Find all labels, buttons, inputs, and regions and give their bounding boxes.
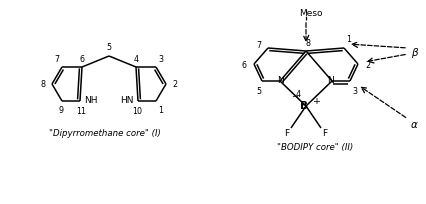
Text: 6: 6: [79, 54, 84, 63]
Text: "BODIPY core" (II): "BODIPY core" (II): [276, 143, 352, 152]
Text: α: α: [410, 119, 417, 129]
Text: "Dipyrromethane core" (I): "Dipyrromethane core" (I): [49, 128, 161, 137]
Text: N: N: [327, 76, 334, 85]
Text: 10: 10: [132, 107, 142, 116]
Text: 2: 2: [365, 60, 370, 69]
Text: 8: 8: [305, 38, 310, 47]
Text: HN: HN: [120, 96, 134, 105]
Text: 4: 4: [295, 90, 300, 99]
Text: 8: 8: [40, 80, 46, 89]
Text: 9: 9: [58, 106, 63, 115]
Text: 11: 11: [76, 107, 86, 116]
Text: 4: 4: [133, 54, 138, 63]
Text: 1: 1: [345, 35, 351, 44]
Text: Meso: Meso: [299, 8, 322, 17]
Text: F: F: [322, 129, 327, 138]
Text: 1: 1: [158, 106, 163, 115]
Text: 6: 6: [241, 60, 246, 69]
Text: β: β: [410, 48, 417, 58]
Text: −: −: [291, 92, 298, 101]
Text: 3: 3: [158, 54, 163, 63]
Text: 5: 5: [106, 43, 111, 52]
Text: B: B: [299, 101, 307, 110]
Text: +: +: [312, 97, 320, 106]
Text: 3: 3: [352, 87, 357, 96]
Text: 2: 2: [172, 80, 177, 89]
Text: NH: NH: [84, 96, 97, 105]
Text: 7: 7: [54, 54, 59, 63]
Text: 5: 5: [256, 87, 261, 96]
Text: F: F: [284, 129, 289, 138]
Text: 7: 7: [256, 40, 261, 49]
Text: N: N: [277, 76, 284, 85]
